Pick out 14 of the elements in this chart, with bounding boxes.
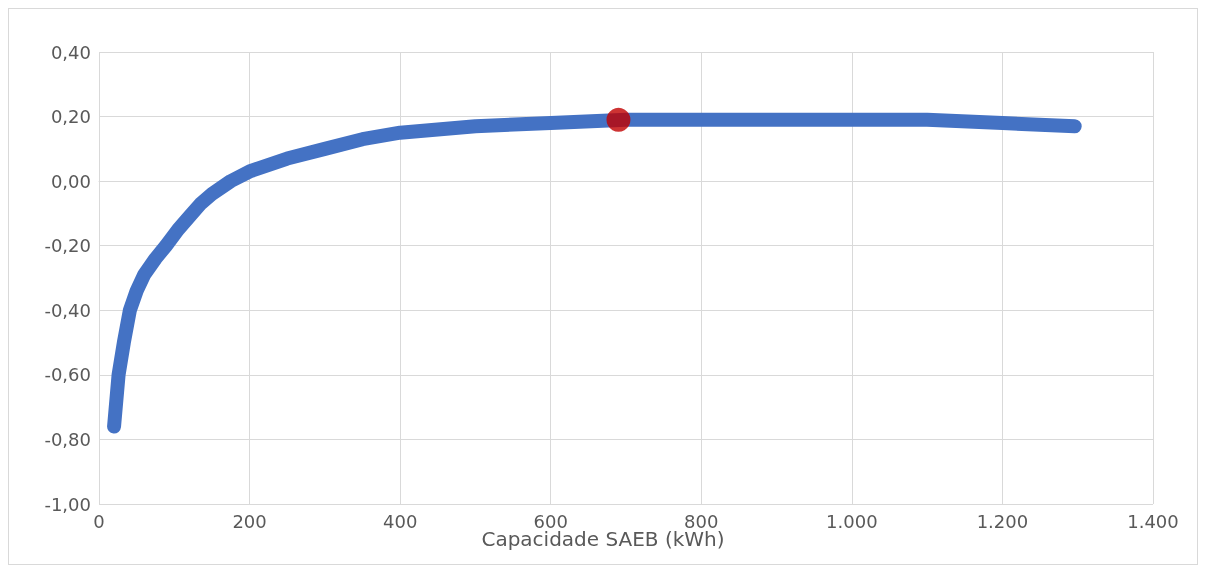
y-tick-label: -0,60 [44, 364, 91, 386]
x-tick-label: 400 [382, 510, 418, 532]
x-tick-label: 1.200 [976, 510, 1029, 532]
y-tick-label: 0,40 [50, 41, 91, 63]
x-tick-label: 200 [232, 510, 267, 532]
y-tick-label: 0,00 [50, 170, 91, 192]
y-tick-label: -0,40 [44, 299, 91, 321]
y-tick-label: -0,80 [44, 428, 91, 450]
y-tick-label: -0,20 [44, 235, 91, 257]
x-tick-label: 1.000 [826, 510, 878, 532]
y-tick-label: -1,00 [44, 493, 91, 515]
x-tick-label: 1.400 [1127, 510, 1179, 532]
y-tick-label: 0,20 [50, 106, 91, 128]
x-tick-label: 0 [93, 510, 105, 532]
